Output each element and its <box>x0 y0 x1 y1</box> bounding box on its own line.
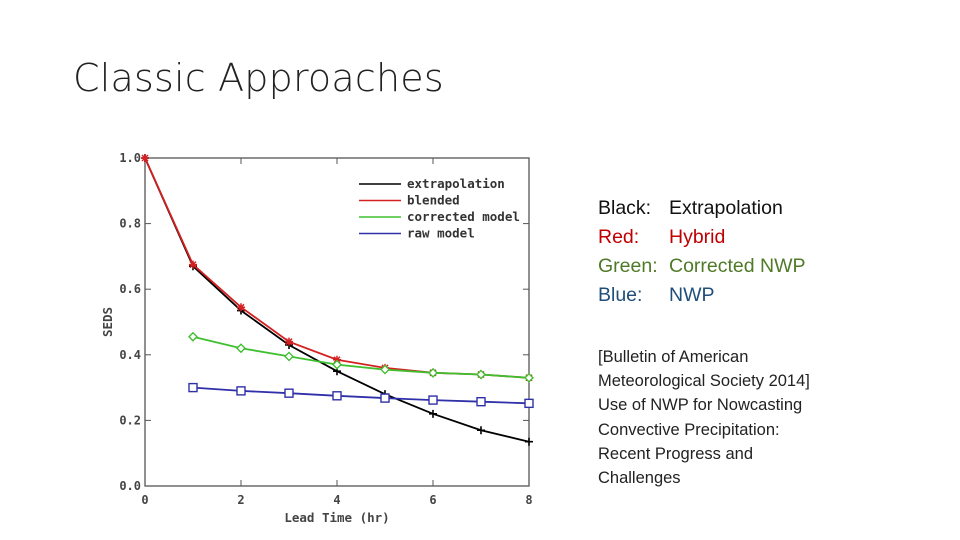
x-tick-label: 4 <box>333 493 340 507</box>
data-point <box>237 303 245 312</box>
data-point <box>284 388 294 398</box>
x-tick-label: 0 <box>141 493 148 507</box>
legend-row-black: Black: Extrapolation <box>598 194 806 223</box>
legend-entry: blended <box>407 193 460 208</box>
legend-label: Red: <box>598 226 640 248</box>
data-point <box>429 409 437 418</box>
y-tick-label: 0.2 <box>119 413 141 427</box>
y-tick-label: 1.0 <box>119 151 141 165</box>
legend-value: NWP <box>669 284 715 306</box>
slide-title: Classic Approaches <box>73 56 444 100</box>
data-point <box>524 372 534 383</box>
data-point <box>476 397 486 407</box>
data-point <box>476 369 486 380</box>
series-line-corrected-model <box>192 335 530 379</box>
data-point <box>188 331 198 342</box>
data-point <box>236 386 246 396</box>
legend-label: Green: <box>598 255 658 277</box>
data-point <box>428 367 438 378</box>
data-point <box>284 351 294 362</box>
data-point <box>236 343 246 354</box>
data-point <box>285 337 293 346</box>
data-point <box>524 398 534 409</box>
y-axis-label: SEDS <box>100 307 115 337</box>
x-tick-label: 8 <box>525 493 532 507</box>
y-tick-label: 0.8 <box>119 217 141 231</box>
data-point <box>141 154 149 162</box>
legend-value: Extrapolation <box>669 197 783 219</box>
data-point <box>428 395 438 405</box>
data-point <box>525 437 533 446</box>
seds-line-chart: 0 2 4 6 8 0.0 0.2 0.4 0.6 0.8 1.0 Lead Time (hr) SED… <box>100 151 534 525</box>
citation: [Bulletin of American Meteorological Soc… <box>598 345 898 490</box>
legend-label: Black: <box>598 197 652 219</box>
y-tick-label: 0.4 <box>119 348 141 362</box>
color-legend: Black: Extrapolation Red: Hybrid Green: Cor… <box>598 194 806 310</box>
legend-row-green: Green: Corrected NWP <box>598 252 806 281</box>
citation-line: [Bulletin of American <box>598 348 749 366</box>
data-point <box>332 359 342 370</box>
data-point <box>332 391 342 401</box>
citation-line: Convective Precipitation: <box>598 420 780 439</box>
legend-value: Hybrid <box>669 226 726 248</box>
x-tick-label: 6 <box>429 493 436 507</box>
x-tick-label: 2 <box>237 493 244 507</box>
legend-entry: extrapolation <box>407 176 505 191</box>
legend-row-red: Red: Hybrid <box>598 223 806 252</box>
data-point <box>189 260 197 269</box>
series-line-raw-model <box>192 386 530 405</box>
data-point <box>380 364 390 375</box>
citation-line: Recent Progress and <box>598 444 754 463</box>
x-axis-label: Lead Time (hr) <box>284 510 389 525</box>
citation-line: Meteorological Society 2014] <box>598 372 810 391</box>
legend-label: Blue: <box>598 284 643 306</box>
citation-line: Challenges <box>598 469 681 488</box>
y-tick-label: 0.6 <box>119 282 141 296</box>
y-tick-label: 0.0 <box>119 479 141 493</box>
data-point <box>477 426 485 435</box>
plot-frame <box>144 157 530 487</box>
legend-entry: corrected model <box>407 209 520 224</box>
legend-row-blue: Blue: NWP <box>598 281 806 310</box>
legend-entry: raw model <box>407 226 475 241</box>
data-point <box>188 382 198 393</box>
legend-value: Corrected NWP <box>669 255 806 277</box>
citation-line: Use of NWP for Nowcasting <box>598 396 803 415</box>
data-point <box>380 393 390 403</box>
